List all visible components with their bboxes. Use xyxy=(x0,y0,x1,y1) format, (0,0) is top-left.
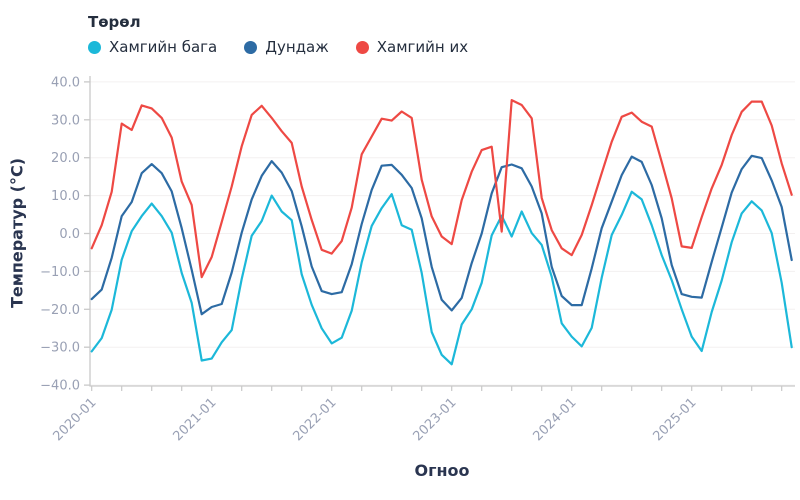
legend-title: Төрөл xyxy=(88,13,141,31)
legend-item-mean[interactable]: Дундаж xyxy=(244,38,329,56)
x-tick-label: 2021-01 xyxy=(171,395,220,444)
legend-marker-min-icon xyxy=(88,40,101,54)
legend-items: Хамгийн бага Дундаж Хамгийн их xyxy=(88,38,468,56)
series-line-min xyxy=(90,190,793,366)
legend: Төрөл Хамгийн бага Дундаж Хамгийн их xyxy=(88,13,468,56)
y-tick-label: −30.0 xyxy=(40,341,80,356)
y-axis-title: Температур (°C) xyxy=(7,157,27,309)
y-tick-label: −10.0 xyxy=(40,265,80,280)
legend-label-mean: Дундаж xyxy=(265,38,329,56)
legend-marker-mean-icon xyxy=(244,40,258,54)
y-tick-label: 40.0 xyxy=(51,75,80,90)
legend-item-max[interactable]: Хамгийн их xyxy=(355,38,469,56)
x-tick-label: 2022-01 xyxy=(291,395,340,444)
y-tick-label: 0.0 xyxy=(59,227,80,242)
x-tick-label: 2025-01 xyxy=(651,395,700,444)
x-tick-label: 2024-01 xyxy=(531,395,580,444)
x-axis-title: Огноо xyxy=(414,461,470,480)
axis-lines xyxy=(89,76,795,387)
legend-marker-max-icon xyxy=(355,40,369,54)
y-tick-label: −20.0 xyxy=(40,303,80,318)
legend-item-min[interactable]: Хамгийн бага xyxy=(88,38,217,56)
series-line-max xyxy=(90,98,793,279)
legend-label-max: Хамгийн их xyxy=(376,38,469,56)
y-tick-label: 30.0 xyxy=(51,113,80,128)
y-tick-label: 10.0 xyxy=(51,189,80,204)
x-tick-label: 2023-01 xyxy=(411,395,460,444)
y-tick-label: −40.0 xyxy=(40,379,80,394)
y-tick-label: 20.0 xyxy=(51,151,80,166)
x-tick-label: 2020-01 xyxy=(51,395,100,444)
series-line-mean xyxy=(90,154,793,316)
legend-label-min: Хамгийн бага xyxy=(109,38,218,56)
